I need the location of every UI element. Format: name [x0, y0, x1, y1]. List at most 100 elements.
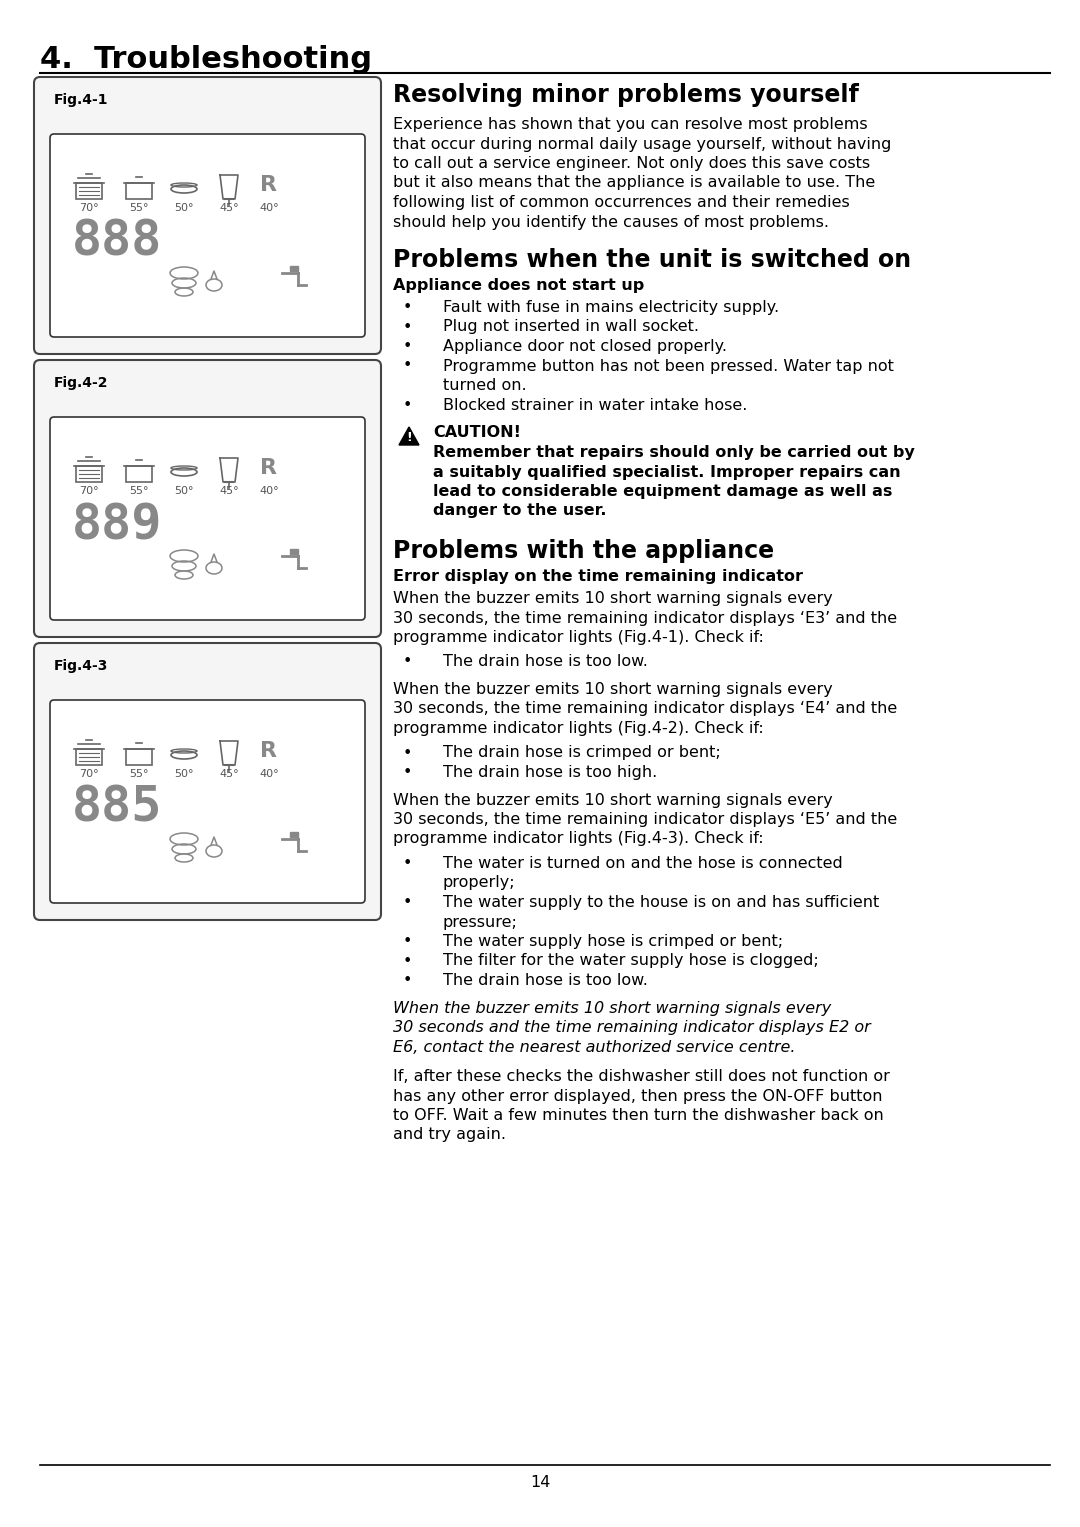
Text: The water is turned on and the hose is connected: The water is turned on and the hose is c…: [443, 857, 842, 870]
Text: Fault with fuse in mains electricity supply.: Fault with fuse in mains electricity sup…: [443, 299, 779, 315]
Text: The water supply to the house is on and has sufficient: The water supply to the house is on and …: [443, 895, 879, 910]
Text: 70°: 70°: [79, 770, 98, 779]
Text: 70°: 70°: [79, 203, 98, 212]
Text: 40°: 40°: [259, 486, 279, 496]
Text: The filter for the water supply hose is clogged;: The filter for the water supply hose is …: [443, 953, 819, 968]
Text: 40°: 40°: [259, 203, 279, 212]
Text: 50°: 50°: [174, 486, 193, 496]
Bar: [126, 750, 152, 765]
Text: Error display on the time remaining indicator: Error display on the time remaining indi…: [393, 570, 804, 583]
Text: •: •: [403, 339, 413, 354]
Text: •: •: [403, 935, 413, 948]
Text: Plug not inserted in wall socket.: Plug not inserted in wall socket.: [443, 319, 699, 334]
Bar: [76, 466, 102, 483]
Polygon shape: [399, 428, 419, 444]
Text: properly;: properly;: [443, 875, 515, 890]
Text: should help you identify the causes of most problems.: should help you identify the causes of m…: [393, 214, 829, 229]
Text: When the buzzer emits 10 short warning signals every: When the buzzer emits 10 short warning s…: [393, 793, 833, 808]
Text: but it also means that the appliance is available to use. The: but it also means that the appliance is …: [393, 176, 875, 191]
Text: When the buzzer emits 10 short warning signals every: When the buzzer emits 10 short warning s…: [393, 1000, 832, 1015]
Text: 885: 885: [72, 783, 162, 832]
Text: Experience has shown that you can resolve most problems: Experience has shown that you can resolv…: [393, 118, 867, 131]
Text: The drain hose is too low.: The drain hose is too low.: [443, 655, 648, 669]
Text: When the buzzer emits 10 short warning signals every: When the buzzer emits 10 short warning s…: [393, 683, 833, 696]
Text: programme indicator lights (Fig.4-1). Check if:: programme indicator lights (Fig.4-1). Ch…: [393, 631, 764, 644]
Text: has any other error displayed, then press the ON-OFF button: has any other error displayed, then pres…: [393, 1089, 882, 1104]
Text: 40°: 40°: [259, 770, 279, 779]
Text: R: R: [260, 741, 278, 760]
Bar: [291, 266, 298, 270]
Text: Problems when the unit is switched on: Problems when the unit is switched on: [393, 247, 912, 272]
FancyBboxPatch shape: [33, 643, 381, 919]
Text: 30 seconds, the time remaining indicator displays ‘E4’ and the: 30 seconds, the time remaining indicator…: [393, 701, 897, 716]
Text: to call out a service engineer. Not only does this save costs: to call out a service engineer. Not only…: [393, 156, 870, 171]
Text: Appliance does not start up: Appliance does not start up: [393, 278, 645, 293]
Text: The drain hose is too high.: The drain hose is too high.: [443, 765, 658, 780]
Bar: [76, 183, 102, 199]
Text: programme indicator lights (Fig.4-2). Check if:: programme indicator lights (Fig.4-2). Ch…: [393, 721, 764, 736]
Bar: [126, 183, 152, 199]
Text: 45°: 45°: [219, 486, 239, 496]
Text: •: •: [403, 299, 413, 315]
Text: to OFF. Wait a few minutes then turn the dishwasher back on: to OFF. Wait a few minutes then turn the…: [393, 1109, 883, 1122]
Text: 55°: 55°: [130, 486, 149, 496]
Text: 45°: 45°: [219, 203, 239, 212]
Text: When the buzzer emits 10 short warning signals every: When the buzzer emits 10 short warning s…: [393, 591, 833, 606]
Bar: [291, 550, 298, 554]
Text: Fig.4-3: Fig.4-3: [54, 660, 108, 673]
Text: Fig.4-2: Fig.4-2: [54, 376, 108, 389]
Bar: [126, 466, 152, 483]
Text: Programme button has not been pressed. Water tap not: Programme button has not been pressed. W…: [443, 359, 894, 374]
Text: Problems with the appliance: Problems with the appliance: [393, 539, 774, 563]
Text: •: •: [403, 397, 413, 412]
Text: Blocked strainer in water intake hose.: Blocked strainer in water intake hose.: [443, 397, 747, 412]
Text: 30 seconds and the time remaining indicator displays E2 or: 30 seconds and the time remaining indica…: [393, 1020, 870, 1035]
Text: 50°: 50°: [174, 770, 193, 779]
Text: The drain hose is too low.: The drain hose is too low.: [443, 973, 648, 988]
Text: If, after these checks the dishwasher still does not function or: If, after these checks the dishwasher st…: [393, 1069, 890, 1084]
Text: pressure;: pressure;: [443, 915, 518, 930]
Text: •: •: [403, 973, 413, 988]
Text: •: •: [403, 895, 413, 910]
Text: •: •: [403, 319, 413, 334]
Text: 888: 888: [72, 218, 162, 266]
Text: 55°: 55°: [130, 770, 149, 779]
Text: programme indicator lights (Fig.4-3). Check if:: programme indicator lights (Fig.4-3). Ch…: [393, 832, 764, 846]
Text: 70°: 70°: [79, 486, 98, 496]
Text: •: •: [403, 857, 413, 870]
Text: and try again.: and try again.: [393, 1127, 507, 1142]
Text: •: •: [403, 359, 413, 374]
Text: The drain hose is crimped or bent;: The drain hose is crimped or bent;: [443, 745, 720, 760]
FancyBboxPatch shape: [50, 417, 365, 620]
Text: Remember that repairs should only be carried out by: Remember that repairs should only be car…: [433, 444, 915, 460]
Text: 50°: 50°: [174, 203, 193, 212]
Text: Resolving minor problems yourself: Resolving minor problems yourself: [393, 82, 859, 107]
Text: CAUTION!: CAUTION!: [433, 425, 521, 440]
FancyBboxPatch shape: [50, 134, 365, 337]
Text: that occur during normal daily usage yourself, without having: that occur during normal daily usage you…: [393, 136, 891, 151]
Text: !: !: [406, 431, 411, 444]
Text: E6, contact the nearest authorized service centre.: E6, contact the nearest authorized servi…: [393, 1040, 796, 1055]
Text: Fig.4-1: Fig.4-1: [54, 93, 108, 107]
Text: following list of common occurrences and their remedies: following list of common occurrences and…: [393, 195, 850, 211]
Text: •: •: [403, 655, 413, 669]
Text: 45°: 45°: [219, 770, 239, 779]
Text: R: R: [260, 458, 278, 478]
Text: 30 seconds, the time remaining indicator displays ‘E5’ and the: 30 seconds, the time remaining indicator…: [393, 812, 897, 828]
Text: 4.  Troubleshooting: 4. Troubleshooting: [40, 44, 372, 73]
Text: •: •: [403, 953, 413, 968]
Text: 30 seconds, the time remaining indicator displays ‘E3’ and the: 30 seconds, the time remaining indicator…: [393, 611, 897, 626]
Bar: [291, 832, 298, 837]
FancyBboxPatch shape: [33, 76, 381, 354]
Text: •: •: [403, 745, 413, 760]
Text: The water supply hose is crimped or bent;: The water supply hose is crimped or bent…: [443, 935, 783, 948]
Text: a suitably qualified specialist. Improper repairs can: a suitably qualified specialist. Imprope…: [433, 464, 901, 479]
Bar: [76, 750, 102, 765]
Text: 14: 14: [530, 1475, 550, 1490]
Text: R: R: [260, 176, 278, 195]
FancyBboxPatch shape: [50, 699, 365, 902]
Text: 889: 889: [72, 501, 162, 550]
Text: lead to considerable equipment damage as well as: lead to considerable equipment damage as…: [433, 484, 892, 499]
Text: turned on.: turned on.: [443, 379, 527, 392]
Text: Appliance door not closed properly.: Appliance door not closed properly.: [443, 339, 727, 354]
